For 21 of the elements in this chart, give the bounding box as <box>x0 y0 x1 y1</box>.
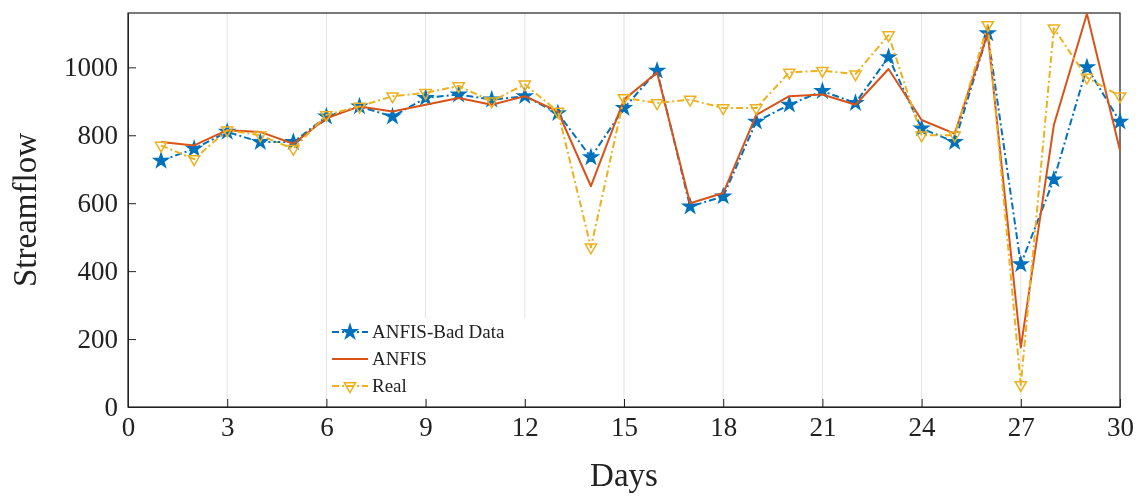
x-tick-label: 15 <box>611 412 638 443</box>
y-tick-label: 0 <box>104 392 118 423</box>
x-tick-label: 6 <box>320 412 334 443</box>
x-tick-label: 18 <box>710 412 738 443</box>
y-tick-label: 600 <box>77 188 118 219</box>
y-tick-label: 200 <box>77 324 118 355</box>
x-tick-label: 12 <box>511 412 539 443</box>
x-tick-label: 27 <box>1007 412 1035 443</box>
x-tick-label: 30 <box>1107 412 1134 443</box>
legend-label: ANFIS <box>372 348 427 369</box>
y-tick-label: 400 <box>77 256 118 287</box>
y-tick-label: 1000 <box>64 52 118 83</box>
x-tick-label: 21 <box>809 412 837 443</box>
x-tick-label: 9 <box>419 412 433 443</box>
y-tick-label: 800 <box>77 120 118 151</box>
x-axis-title: Days <box>590 457 658 493</box>
x-tick-label: 24 <box>908 412 937 443</box>
y-axis-title: Streamflow <box>7 132 43 287</box>
legend-label: ANFIS-Bad Data <box>372 321 506 342</box>
x-tick-label: 3 <box>220 412 235 443</box>
legend-label: Real <box>372 375 407 396</box>
